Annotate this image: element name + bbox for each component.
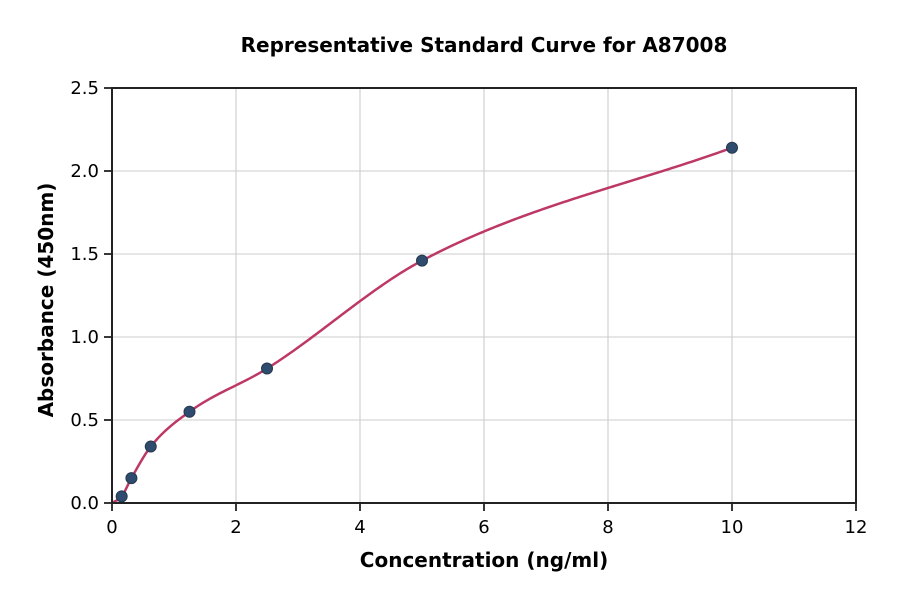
data-point xyxy=(144,440,157,453)
y-tick-label: 2.5 xyxy=(70,78,99,99)
chart-title: Representative Standard Curve for A87008 xyxy=(240,33,728,57)
x-tick-label: 2 xyxy=(230,517,241,538)
x-tick-label: 12 xyxy=(845,517,868,538)
y-tick-label: 1.5 xyxy=(70,244,99,265)
plot-border xyxy=(111,87,857,504)
data-point xyxy=(115,490,128,503)
data-point xyxy=(125,472,138,485)
x-tick-label: 10 xyxy=(721,517,744,538)
x-tick-label: 0 xyxy=(106,517,117,538)
data-point xyxy=(416,254,428,267)
y-tick-label: 2.0 xyxy=(70,161,99,182)
x-axis-label: Concentration (ng/ml) xyxy=(359,548,609,572)
y-tick-labels: 0.0 0.5 1.0 1.5 2.0 2.5 xyxy=(70,78,99,514)
data-points xyxy=(115,141,738,503)
tick-marks xyxy=(104,87,857,511)
gridlines xyxy=(111,87,857,504)
x-tick-label: 6 xyxy=(478,517,489,538)
fit-curve xyxy=(110,146,734,505)
y-tick-label: 1.0 xyxy=(70,327,99,348)
data-point xyxy=(183,405,196,418)
x-tick-label: 8 xyxy=(602,517,613,538)
x-tick-labels: 0 2 4 6 8 10 12 xyxy=(106,517,867,538)
x-tick-label: 4 xyxy=(354,517,365,538)
data-point xyxy=(261,362,273,375)
data-point xyxy=(726,141,738,154)
y-tick-label: 0.0 xyxy=(70,493,99,514)
y-tick-label: 0.5 xyxy=(70,410,99,431)
